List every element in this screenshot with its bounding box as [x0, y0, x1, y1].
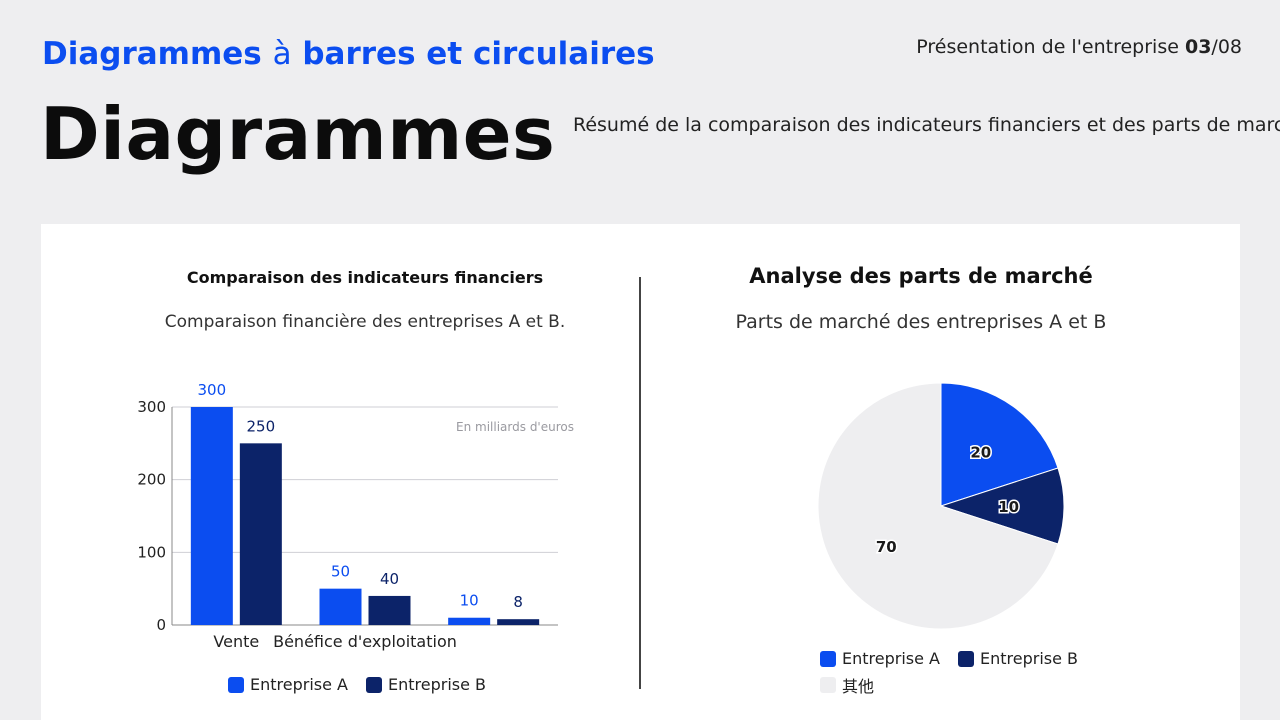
bar-data-label: 250: [247, 417, 276, 435]
bar-data-label: 10: [460, 592, 479, 610]
pie-legend-item-other: 其他: [820, 673, 874, 697]
pie-slice: [817, 382, 1059, 630]
pie-legend-swatch-other: [820, 677, 836, 693]
bar-b: [239, 443, 282, 625]
bar-legend: Entreprise A Entreprise B: [228, 675, 486, 694]
legend-label-b: Entreprise B: [387, 675, 486, 694]
bar-b: [497, 619, 540, 625]
page-indicator: Présentation de l'entreprise 03/08: [916, 36, 1242, 58]
legend-item-b: Entreprise B: [365, 675, 486, 694]
pie-data-label: 10: [998, 498, 1019, 516]
pie-legend-swatch-a: [820, 650, 836, 667]
bar-chart-subtitle: Comparaison financière des entreprises A…: [164, 312, 566, 332]
pie-legend-item-a: Entreprise A: [820, 649, 940, 668]
y-tick-label: 100: [137, 543, 166, 561]
bar-data-label: 8: [513, 593, 523, 611]
pie-chart-subtitle: Parts de marché des entreprises A et B: [735, 311, 1107, 333]
pie-data-label: 70: [876, 538, 897, 556]
unit-annotation: En milliards d'euros: [456, 420, 574, 434]
pie-legend-swatch-b: [957, 650, 974, 667]
charts-panel: Comparaison des indicateurs financiers C…: [41, 224, 1240, 720]
pie-legend-label-other: 其他: [842, 677, 875, 696]
slide-title: Diagrammes: [40, 92, 556, 176]
legend-label-a: Entreprise A: [250, 675, 348, 694]
bar-chart-title: Comparaison des indicateurs financiers: [186, 268, 544, 287]
pie-slice: [940, 382, 1059, 507]
y-tick-label: 300: [137, 398, 166, 416]
pie-legend-item-b: Entreprise B: [957, 649, 1078, 668]
bar-chart: 0 100 200 300 300 250 Vente 50 40 Bénéfice d'expl…: [137, 381, 574, 651]
slide-subtitle: Diagrammes à barres et circulaires: [42, 36, 655, 72]
slide-summary: Résumé de la comparaison des indicateurs…: [573, 114, 1280, 136]
x-tick-label: Bénéfice d'exploitation: [273, 632, 457, 651]
y-tick-label: 200: [137, 471, 166, 489]
pie-legend-row-2: 其他: [820, 673, 874, 697]
bar-a: [190, 407, 233, 625]
legend-swatch-a: [228, 676, 244, 693]
legend-item-a: Entreprise A: [228, 675, 348, 694]
pie-chart: 20 10 70: [817, 382, 1065, 630]
bar-data-label: 50: [331, 563, 350, 581]
pie-legend-label-b: Entreprise B: [979, 649, 1078, 668]
bar-b: [368, 595, 411, 625]
pie-legend-label-a: Entreprise A: [842, 649, 940, 668]
pie-data-label: 20: [970, 443, 991, 461]
bar-a: [319, 588, 362, 625]
chart-divider: [639, 277, 641, 689]
legend-swatch-b: [365, 676, 382, 693]
bar-data-label: 40: [380, 570, 399, 588]
pie-slice: [939, 467, 1065, 545]
bar-data-label: 300: [198, 381, 227, 399]
y-tick-label: 0: [156, 616, 166, 634]
bar-a: [448, 617, 491, 625]
pie-legend-row-1: Entreprise A Entreprise B: [820, 649, 1078, 668]
x-tick-label: Vente: [213, 632, 259, 651]
pie-chart-title: Analyse des parts de marché: [749, 264, 1093, 288]
